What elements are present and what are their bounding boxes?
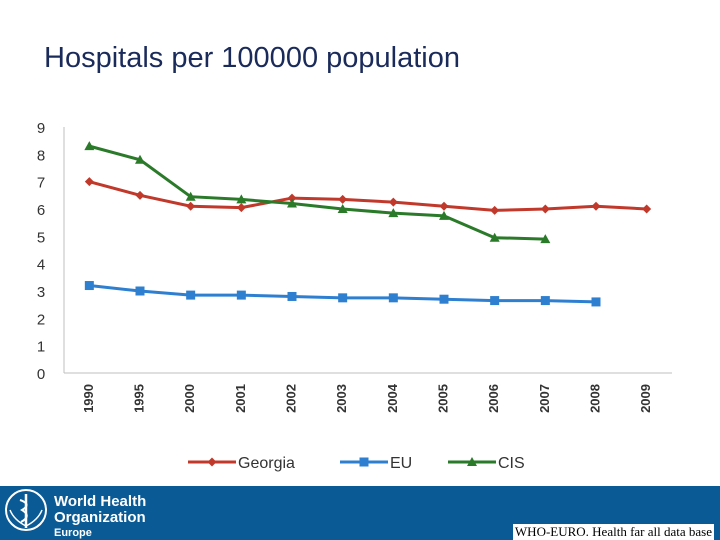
legend-marker-georgia bbox=[207, 457, 217, 467]
data-point-cis bbox=[84, 141, 95, 151]
data-point-eu bbox=[591, 297, 601, 307]
legend-marker-eu bbox=[359, 457, 369, 467]
data-point-cis bbox=[236, 194, 247, 204]
x-tick-label: 1990 bbox=[81, 384, 96, 413]
org-line-1: World Health bbox=[54, 493, 147, 510]
data-point-georgia bbox=[186, 201, 196, 211]
data-point-georgia bbox=[84, 177, 94, 187]
x-tick-label: 2002 bbox=[283, 384, 298, 413]
data-point-cis bbox=[337, 204, 348, 213]
data-point-georgia bbox=[388, 197, 398, 207]
data-point-georgia bbox=[642, 204, 652, 214]
data-point-cis bbox=[388, 208, 399, 218]
data-point-georgia bbox=[490, 205, 500, 215]
series-line-cis bbox=[88, 144, 546, 241]
data-point-eu bbox=[540, 296, 550, 306]
data-point-georgia bbox=[540, 204, 550, 214]
data-point-cis bbox=[135, 154, 145, 164]
data-point-georgia bbox=[439, 201, 449, 211]
data-point-cis bbox=[287, 198, 297, 208]
y-tick-label: 9 bbox=[37, 120, 45, 137]
x-tick-label: 2000 bbox=[182, 384, 197, 413]
slide-title: Hospitals per 100000 population bbox=[44, 42, 460, 74]
legend-label-georgia: Georgia bbox=[238, 455, 295, 472]
source-note: WHO-EURO. Health far all data base bbox=[512, 524, 714, 540]
x-tick-label: 2008 bbox=[587, 384, 602, 413]
data-point-eu bbox=[338, 293, 348, 303]
data-point-cis bbox=[489, 232, 500, 242]
legend-marker-cis bbox=[467, 457, 477, 466]
y-tick-label: 2 bbox=[37, 311, 45, 328]
footer-bar: World Health Organization Europe WHO-EUR… bbox=[0, 486, 720, 540]
data-point-georgia bbox=[236, 203, 246, 213]
x-tick-label: 2009 bbox=[638, 384, 653, 413]
who-emblem-icon bbox=[5, 489, 47, 531]
x-tick-label: 2005 bbox=[435, 384, 450, 413]
x-tick-label: 2007 bbox=[537, 384, 552, 413]
y-tick-label: 5 bbox=[37, 229, 45, 246]
data-point-georgia bbox=[135, 190, 145, 200]
data-point-cis bbox=[185, 191, 196, 201]
data-point-eu bbox=[490, 296, 500, 306]
legend-label-cis: CIS bbox=[498, 455, 525, 472]
org-line-2: Organization bbox=[54, 509, 146, 526]
y-tick-label: 7 bbox=[37, 175, 45, 192]
y-tick-label: 1 bbox=[37, 339, 45, 356]
data-point-eu bbox=[84, 281, 94, 291]
data-point-eu bbox=[186, 290, 196, 300]
x-tick-label: 2004 bbox=[385, 383, 400, 413]
x-tick-label: 2003 bbox=[334, 384, 349, 413]
y-tick-label: 8 bbox=[37, 147, 45, 164]
line-chart: 0 1 2 3 4 5 6 7 8 9 1990 1995 2000 2001 2002 2003 2004 20… bbox=[37, 120, 672, 472]
data-point-georgia bbox=[287, 193, 297, 203]
data-point-cis bbox=[439, 210, 449, 220]
y-tick-label: 3 bbox=[37, 284, 45, 301]
data-point-eu bbox=[135, 286, 145, 296]
x-tick-label: 2001 bbox=[233, 384, 248, 413]
data-point-eu bbox=[388, 293, 398, 303]
data-point-georgia bbox=[591, 201, 601, 211]
x-tick-label: 1995 bbox=[131, 384, 146, 413]
data-point-eu bbox=[287, 291, 297, 301]
series-line-georgia bbox=[88, 180, 647, 212]
legend-label-eu: EU bbox=[390, 455, 412, 472]
data-point-eu bbox=[236, 290, 246, 300]
y-tick-label: 4 bbox=[37, 257, 45, 274]
org-line-3: Europe bbox=[54, 527, 92, 539]
data-point-eu bbox=[439, 294, 449, 304]
x-tick-label: 2006 bbox=[486, 384, 501, 413]
data-point-georgia bbox=[338, 194, 348, 204]
who-wordmark: World Health Organization Europe bbox=[54, 494, 146, 540]
data-point-cis bbox=[540, 234, 551, 244]
y-tick-label: 0 bbox=[37, 366, 45, 383]
y-tick-label: 6 bbox=[37, 202, 45, 219]
